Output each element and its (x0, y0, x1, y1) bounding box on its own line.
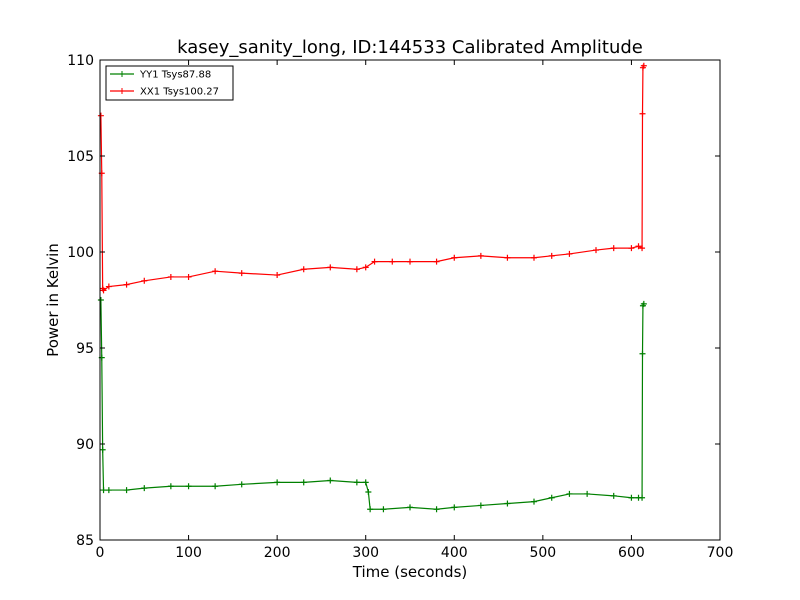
data-point (635, 243, 642, 250)
x-tick-label: 100 (175, 545, 202, 561)
legend: YY1 Tsys87.88 XX1 Tsys100.27 (105, 65, 234, 101)
data-point (99, 446, 106, 453)
data-point (238, 270, 245, 277)
data-point (639, 110, 646, 117)
chart-title: kasey_sanity_long, ID:144533 Calibrated … (177, 37, 643, 58)
x-tick-label: 500 (529, 545, 556, 561)
data-point (584, 490, 591, 497)
legend-entry-yy1: YY1 Tsys87.88 (110, 70, 211, 81)
y-tick-label: 90 (76, 437, 94, 453)
data-point (100, 287, 107, 294)
data-point (477, 252, 484, 259)
data-point (504, 254, 511, 261)
series-layer (97, 62, 647, 513)
data-point (407, 504, 413, 511)
y-tick-label: 105 (67, 149, 94, 165)
plot-frame (99, 59, 721, 541)
data-point (389, 258, 396, 265)
data-point (593, 247, 599, 254)
data-point (105, 487, 112, 494)
data-point (212, 483, 219, 490)
data-point (274, 479, 281, 486)
data-point (97, 112, 104, 119)
data-point (367, 506, 374, 513)
x-tick-label: 600 (618, 545, 645, 561)
data-point (504, 500, 511, 507)
data-point (362, 479, 369, 486)
data-point (548, 494, 555, 501)
data-point (371, 258, 378, 265)
x-axis-label: Time (seconds) (352, 563, 468, 581)
data-point (353, 266, 360, 273)
data-point (610, 492, 617, 499)
data-point (628, 245, 635, 252)
data-point (566, 250, 573, 257)
data-point (407, 258, 413, 265)
data-point (451, 504, 458, 511)
legend-entry-xx1: XX1 Tsys100.27 (110, 87, 219, 98)
y-tick-label: 85 (76, 533, 94, 549)
y-tick-label: 100 (67, 245, 94, 261)
y-tick-label: 110 (67, 53, 94, 69)
data-point (628, 494, 635, 501)
data-point (100, 487, 107, 494)
data-point (531, 498, 537, 505)
x-tick-label: 200 (264, 545, 291, 561)
data-point (548, 252, 555, 259)
data-point (300, 266, 307, 273)
y-axis: 85 90 95 100 105 110 (67, 53, 720, 549)
legend-label-xx1: XX1 Tsys100.27 (140, 87, 219, 98)
series-line (100, 65, 645, 292)
data-point (212, 268, 219, 275)
x-tick-label: 400 (441, 545, 468, 561)
x-tick-label: 300 (352, 545, 379, 561)
data-point (123, 281, 130, 288)
legend-box (105, 65, 234, 101)
data-point (185, 273, 192, 280)
data-point (610, 245, 617, 252)
data-point (365, 489, 372, 495)
data-point (640, 62, 647, 69)
data-point (141, 485, 148, 492)
data-point (451, 254, 458, 261)
x-tick-label: 700 (707, 545, 734, 561)
data-point (640, 300, 647, 307)
data-point (566, 490, 573, 497)
legend-label-yy1: YY1 Tsys87.88 (139, 70, 211, 81)
data-point (639, 245, 646, 252)
y-tick-label: 95 (76, 341, 94, 357)
data-point (433, 506, 440, 513)
data-point (477, 502, 484, 509)
data-point (105, 283, 112, 290)
data-point (123, 487, 130, 494)
data-point (97, 297, 104, 303)
data-point (433, 258, 440, 265)
x-axis: 0 100 200 300 400 500 600 700 (96, 60, 734, 561)
data-point (300, 479, 307, 486)
data-point (362, 264, 369, 271)
data-point (353, 479, 360, 486)
data-point (327, 264, 334, 271)
plot-area (97, 59, 721, 541)
y-axis-label: Power in Kelvin (44, 243, 62, 357)
data-point (167, 483, 174, 490)
series-0 (97, 297, 647, 513)
data-point (238, 481, 245, 488)
data-point (167, 273, 174, 280)
data-point (274, 272, 281, 279)
data-point (639, 350, 646, 357)
data-point (380, 506, 387, 513)
data-point (639, 494, 646, 501)
series-1 (97, 62, 647, 294)
data-point (531, 254, 537, 261)
data-point (141, 277, 148, 284)
x-tick-label: 0 (96, 545, 105, 561)
data-point (327, 477, 334, 484)
data-point (185, 483, 192, 490)
